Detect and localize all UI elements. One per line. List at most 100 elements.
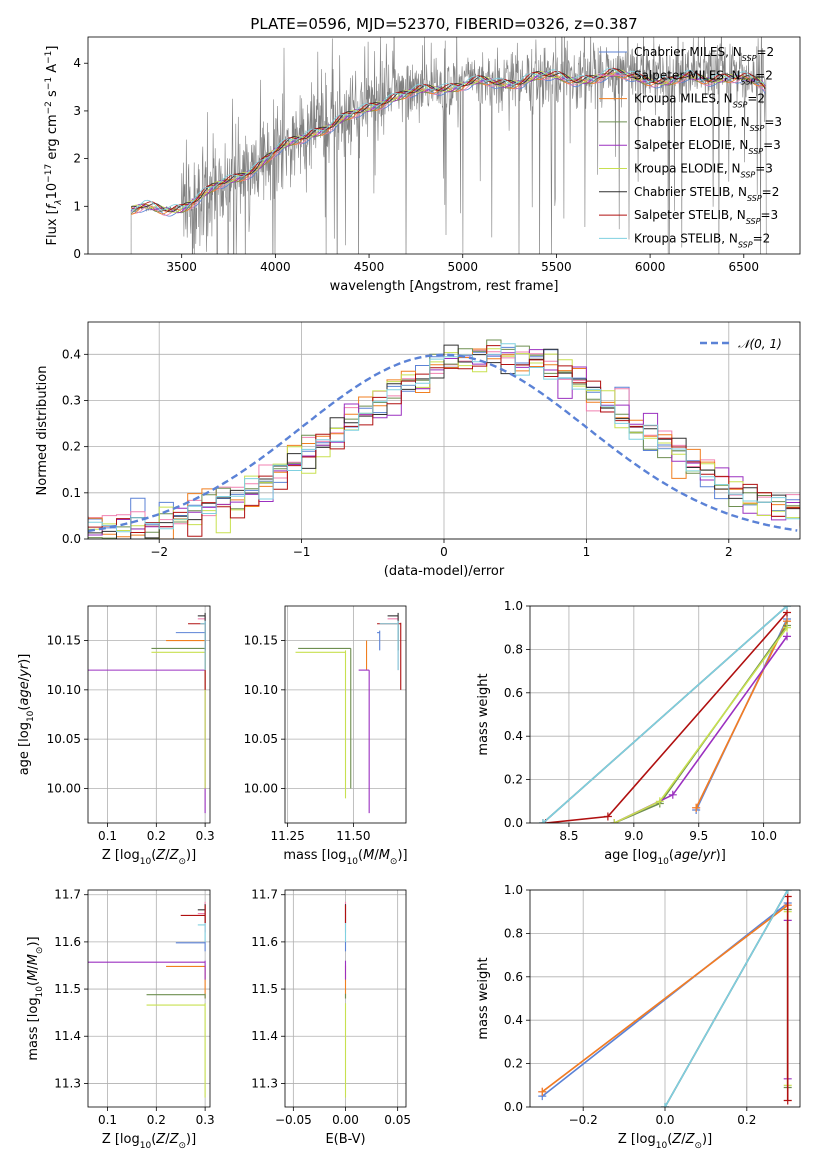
y-tick-label: 10.00 — [47, 781, 81, 795]
weight-line-salpeter-elodie — [614, 635, 788, 823]
y-tick-label: 0.6 — [504, 686, 523, 700]
y-tick-label: 3 — [73, 104, 81, 118]
normal-curve — [88, 353, 798, 533]
x-tick-label: 0.05 — [384, 1113, 411, 1127]
errorbar-point — [358, 669, 370, 814]
weight-vs-Z-plot-area — [538, 890, 792, 1107]
weight-vs-age-y-axis-label: mass weight — [476, 673, 491, 755]
x-tick-label: 0.2 — [147, 1113, 166, 1127]
age-vs-mass-plot-area — [295, 612, 402, 814]
y-tick-label: 2 — [73, 152, 81, 166]
weight-marker — [538, 819, 547, 823]
x-tick-label: 0.1 — [98, 829, 117, 843]
errorbar-point — [197, 923, 206, 942]
errorbar-point — [377, 622, 402, 690]
y-tick-label: 11.3 — [54, 1076, 81, 1090]
weight-marker — [783, 890, 792, 894]
spectrum-data-line — [130, 37, 767, 254]
age-vs-Z-x-axis-label: Z [log10(Z/Z⊙)] — [102, 848, 196, 867]
legend-entry: Kroupa MILES, NSSP=2 — [634, 92, 765, 110]
y-tick-label: 0.4 — [62, 347, 81, 361]
residuals-x-axis-label: (data-model)/error — [384, 564, 505, 579]
legend-entry: Chabrier MILES, NSSP=2 — [634, 45, 774, 63]
y-tick-label: 10.00 — [244, 781, 278, 795]
y-tick-label: 11.4 — [251, 1029, 278, 1043]
residuals-y-axis-label: Normed distribution — [35, 366, 50, 496]
mass-vs-ebv-axes: −0.05 0.00 0.05 11.3 11.4 11.5 11.6 11.7 — [251, 888, 411, 1127]
x-tick-label: 11.25 — [270, 829, 304, 843]
weight-vs-age-plot-area — [538, 606, 792, 823]
errorbar-point — [88, 960, 206, 980]
y-tick-label: 11.3 — [251, 1076, 278, 1090]
x-tick-label: −0.05 — [275, 1113, 312, 1127]
y-tick-label: 11.5 — [251, 982, 278, 996]
y-tick-label: 10.05 — [244, 732, 278, 746]
y-tick-label: 11.4 — [54, 1029, 81, 1043]
y-tick-label: 0.8 — [504, 642, 523, 656]
legend-entry: Chabrier ELODIE, NSSP=3 — [634, 115, 782, 132]
weight-marker — [783, 632, 792, 641]
y-tick-label: 0 — [73, 247, 81, 261]
weight-vs-age-x-axis-label: age [log10(age/yr)] — [604, 848, 726, 867]
y-tick-label: 0.4 — [504, 1013, 523, 1027]
y-tick-label: 0.3 — [62, 393, 81, 407]
y-tick-label: 0.2 — [504, 1057, 523, 1071]
weight-vs-Z-frame — [529, 889, 801, 1108]
legend-entry: Chabrier STELIB, NSSP=2 — [634, 185, 779, 203]
spectrum-frame — [87, 36, 801, 255]
weight-vs-Z-axes: −0.2 0.0 0.2 0.0 0.2 0.4 0.6 0.8 1.0 — [504, 883, 800, 1127]
weight-marker — [668, 790, 677, 799]
x-tick-label: 6500 — [729, 260, 760, 274]
y-tick-label: 10.10 — [244, 683, 278, 697]
errorbar-point — [151, 647, 206, 651]
mass-vs-Z-plot-area — [88, 901, 206, 1098]
age-vs-mass-x-axis-label: mass [log10(M/M⊙)] — [283, 848, 407, 867]
x-tick-label: −1 — [293, 545, 311, 559]
y-tick-label: 11.7 — [54, 888, 81, 902]
legend-entry: Kroupa ELODIE, NSSP=3 — [634, 162, 773, 180]
weight-marker — [538, 1087, 547, 1096]
spectrum-legend: Chabrier MILES, NSSP=2 Salpeter MILES, NS… — [599, 45, 782, 249]
errorbar-point — [200, 620, 206, 671]
errorbar-point — [197, 901, 206, 933]
weight-vs-age-frame — [529, 605, 801, 824]
x-tick-label: 2 — [725, 545, 733, 559]
spectrum-y-axis-label: Flux [fλ10−17 erg cm−2 s−1 A−1] — [44, 46, 64, 246]
y-tick-label: 1.0 — [504, 599, 523, 613]
y-tick-label: 10.10 — [47, 683, 81, 697]
spectrum-model-salpeter-elodie — [130, 71, 766, 214]
y-tick-label: 0.1 — [62, 486, 81, 500]
spectrum-axes: 3500 4000 4500 5000 5500 6000 6500 0 1 2 3 4 — [73, 56, 759, 274]
weight-marker — [655, 797, 664, 806]
legend-entry: Salpeter MILES, NSSP=2 — [634, 68, 773, 86]
x-tick-label: 9.5 — [689, 829, 708, 843]
errorbar-point — [377, 630, 381, 651]
weight-line-chabrier-elodie — [614, 625, 788, 823]
errorbar-point — [88, 669, 206, 814]
x-tick-label: 3500 — [166, 260, 197, 274]
spectrum-model-kroupa-miles — [131, 72, 766, 215]
weight-line-kroupa-stelib — [664, 890, 789, 1107]
legend-entry: Salpeter ELODIE, NSSP=3 — [634, 138, 781, 156]
y-tick-label: 10.05 — [47, 732, 81, 746]
y-tick-label: 0.4 — [504, 729, 523, 743]
weight-marker — [603, 812, 612, 821]
spectrum-plot-area — [130, 37, 767, 254]
y-tick-label: 11.7 — [251, 888, 278, 902]
errorbar-point — [166, 965, 206, 999]
weight-marker — [783, 606, 792, 610]
y-tick-label: 11.6 — [251, 935, 278, 949]
y-tick-label: 0.8 — [504, 926, 523, 940]
weight-line-kroupa-stelib — [542, 606, 788, 823]
mass-vs-ebv-frame — [284, 889, 407, 1108]
spectrum-model-kroupa-stelib — [131, 68, 766, 211]
x-tick-label: 5500 — [541, 260, 572, 274]
errorbar-point — [146, 993, 206, 999]
x-tick-label: 0.3 — [196, 829, 215, 843]
figure-title: PLATE=0596, MJD=52370, FIBERID=0326, z=0… — [250, 15, 637, 33]
errorbar-point — [379, 620, 399, 671]
errorbar-point — [146, 1003, 206, 1098]
y-tick-label: 10.15 — [47, 634, 81, 648]
x-tick-label: 11.50 — [336, 829, 370, 843]
y-tick-label: 0.2 — [504, 773, 523, 787]
